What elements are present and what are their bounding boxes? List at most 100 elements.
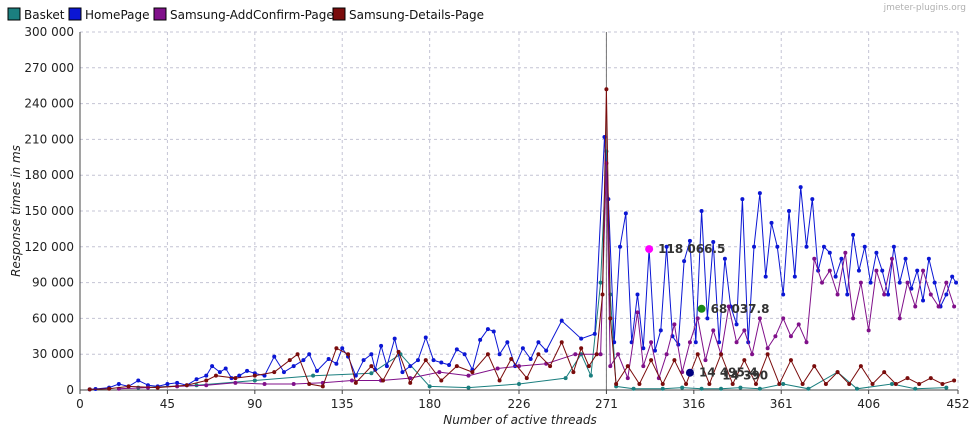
data-point-samsung-details-page — [600, 292, 605, 297]
data-point-homepage — [792, 274, 797, 279]
data-point-samsung-addconfirm-page — [851, 316, 856, 321]
data-point-samsung-details-page — [858, 364, 863, 369]
data-point-basket — [631, 386, 636, 391]
data-point-samsung-addconfirm-page — [773, 334, 778, 339]
data-point-homepage — [373, 367, 378, 372]
y-tick-label: 120 000 — [24, 240, 74, 254]
series-layer — [87, 87, 959, 392]
data-point-samsung-details-page — [625, 364, 630, 369]
y-tick-label: 0 — [66, 383, 74, 397]
data-point-samsung-addconfirm-page — [625, 376, 630, 381]
data-point-samsung-details-page — [307, 382, 312, 387]
data-point-homepage — [874, 250, 879, 255]
data-point-homepage — [635, 292, 640, 297]
data-point-samsung-details-page — [233, 376, 238, 381]
data-point-homepage — [810, 197, 815, 202]
data-point-homepage — [485, 327, 490, 332]
data-point-homepage — [116, 382, 121, 387]
data-point-samsung-addconfirm-page — [598, 352, 603, 357]
data-point-samsung-addconfirm-page — [262, 382, 267, 387]
data-point-samsung-addconfirm-page — [635, 310, 640, 315]
data-point-samsung-addconfirm-page — [812, 256, 817, 261]
data-point-samsung-details-page — [184, 383, 189, 388]
data-point-homepage — [897, 280, 902, 285]
data-point-homepage — [361, 358, 366, 363]
data-point-samsung-addconfirm-page — [866, 328, 871, 333]
data-point-homepage — [821, 244, 826, 249]
data-point-samsung-addconfirm-page — [820, 280, 825, 285]
legend-item-homepage: HomePage — [68, 7, 150, 22]
data-point-homepage — [915, 268, 920, 273]
data-point-samsung-details-page — [346, 352, 351, 357]
data-point-basket — [680, 385, 685, 390]
x-tick-label: 316 — [682, 397, 705, 411]
callout-label: 68 037.8 — [711, 302, 770, 316]
data-point-samsung-addconfirm-page — [495, 366, 500, 371]
data-point-basket — [466, 385, 471, 390]
data-point-homepage — [926, 256, 931, 261]
data-point-homepage — [717, 340, 722, 345]
callout-label: 14 390 — [722, 369, 768, 383]
x-tick-label: 271 — [595, 397, 618, 411]
data-point-samsung-details-page — [439, 378, 444, 383]
data-point-samsung-details-page — [381, 378, 386, 383]
data-point-homepage — [693, 340, 698, 345]
data-point-samsung-details-page — [777, 382, 782, 387]
data-point-samsung-details-page — [928, 376, 933, 381]
x-tick-label: 135 — [331, 397, 354, 411]
data-point-samsung-addconfirm-page — [204, 383, 209, 388]
data-point-basket — [699, 386, 704, 391]
axes: 0 30 000 60 000 90 000 120 000 150 000 180 000… — [24, 25, 969, 411]
data-point-homepage — [223, 366, 228, 371]
data-point-samsung-addconfirm-page — [233, 380, 238, 385]
data-point-basket — [427, 384, 432, 389]
data-point-samsung-details-page — [155, 385, 160, 390]
y-tick-label: 90 000 — [32, 276, 74, 290]
data-point-basket — [738, 385, 743, 390]
data-point-homepage — [921, 298, 926, 303]
data-point-homepage — [711, 240, 716, 245]
data-point-samsung-details-page — [608, 316, 613, 321]
data-point-homepage — [217, 370, 222, 375]
data-point-basket — [369, 371, 374, 376]
data-point-homepage — [652, 348, 657, 353]
data-point-samsung-details-page — [660, 382, 665, 387]
data-point-homepage — [579, 336, 584, 341]
data-point-samsung-details-page — [536, 352, 541, 357]
data-point-samsung-addconfirm-page — [437, 370, 442, 375]
y-tick-label: 180 000 — [24, 168, 74, 182]
data-point-homepage — [520, 346, 525, 351]
legend-item-basket: Basket — [7, 7, 65, 22]
data-point-samsung-addconfirm-page — [608, 364, 613, 369]
data-point-samsung-details-page — [684, 382, 689, 387]
data-point-homepage — [757, 191, 762, 196]
data-point-samsung-details-page — [893, 382, 898, 387]
data-point-homepage — [592, 331, 597, 336]
data-point-homepage — [954, 280, 959, 285]
legend-swatch-basket — [7, 7, 21, 21]
data-point-homepage — [379, 343, 384, 348]
data-point-homepage — [291, 364, 296, 369]
data-point-homepage — [528, 356, 533, 361]
data-point-samsung-details-page — [586, 364, 591, 369]
data-point-samsung-details-page — [835, 370, 840, 375]
data-point-basket — [311, 373, 316, 378]
callout-marker — [645, 245, 654, 254]
data-point-homepage — [856, 268, 861, 273]
data-point-homepage — [392, 336, 397, 341]
legend-swatch-addconfirm — [153, 7, 167, 21]
data-point-homepage — [903, 256, 908, 261]
data-point-samsung-addconfirm-page — [905, 280, 910, 285]
data-point-samsung-addconfirm-page — [734, 340, 739, 345]
x-tick-label: 90 — [247, 397, 262, 411]
data-point-samsung-addconfirm-page — [672, 322, 677, 327]
data-point-samsung-details-page — [334, 346, 339, 351]
data-point-homepage — [245, 368, 250, 373]
data-point-samsung-addconfirm-page — [742, 328, 747, 333]
series-line-samsung-addconfirm-page — [118, 163, 955, 390]
data-point-basket — [944, 385, 949, 390]
data-point-samsung-addconfirm-page — [835, 292, 840, 297]
data-point-homepage — [408, 364, 413, 369]
data-point-basket — [806, 386, 811, 391]
data-point-samsung-details-page — [870, 382, 875, 387]
